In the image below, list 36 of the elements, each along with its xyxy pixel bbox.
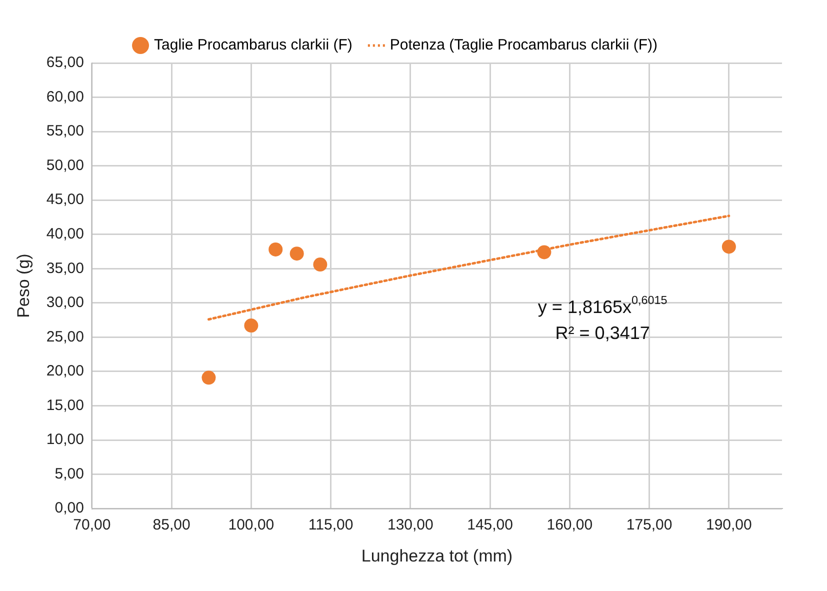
y-tick-label: 15,00 — [46, 396, 84, 414]
x-tick-label: 115,00 — [308, 516, 354, 534]
y-tick-label: 30,00 — [46, 294, 84, 312]
y-tick-label: 60,00 — [46, 88, 84, 106]
legend-label: Taglie Procambarus clarkii (F) — [154, 36, 352, 54]
y-tick-label: 65,00 — [46, 54, 84, 72]
point — [268, 242, 283, 256]
x-tick-label: 100,00 — [228, 516, 274, 534]
x-axis-title: Lunghezza tot (mm) — [361, 546, 513, 566]
x-tick-label: 160,00 — [546, 516, 593, 534]
y-tick-label: 45,00 — [46, 191, 84, 208]
y-tick-label: 55,00 — [46, 122, 84, 140]
y-axis-title: Peso (g) — [14, 254, 33, 318]
annotation: R² = 0,3417 — [555, 323, 650, 344]
y-tick-label: 25,00 — [46, 328, 84, 346]
point — [290, 246, 304, 261]
point — [537, 245, 552, 260]
line-series — [207, 214, 730, 321]
y-tick-label: 20,00 — [46, 362, 84, 380]
x-tick-label: 175,00 — [626, 516, 672, 534]
y-tick-label: 50,00 — [46, 156, 84, 174]
x-tick-label: 85,00 — [152, 516, 190, 534]
x-tick-label: 190,00 — [706, 516, 752, 534]
point — [313, 258, 328, 272]
point — [244, 318, 258, 333]
y-tick-label: 35,00 — [46, 260, 84, 277]
y-tick-label: 40,00 — [46, 226, 84, 243]
x-tick-label: 145,00 — [467, 516, 513, 534]
y-tick-label: 0,00 — [54, 500, 84, 517]
point — [722, 240, 736, 254]
point — [202, 370, 216, 385]
y-tick-label: 5,00 — [54, 465, 84, 482]
x-tick-label: 70,00 — [73, 516, 111, 534]
x-tick-label: 130,00 — [387, 516, 434, 534]
y-tick-label: 10,00 — [46, 431, 84, 448]
legend-label: Potenza (Taglie Procambarus clarkii (F)) — [390, 36, 658, 54]
